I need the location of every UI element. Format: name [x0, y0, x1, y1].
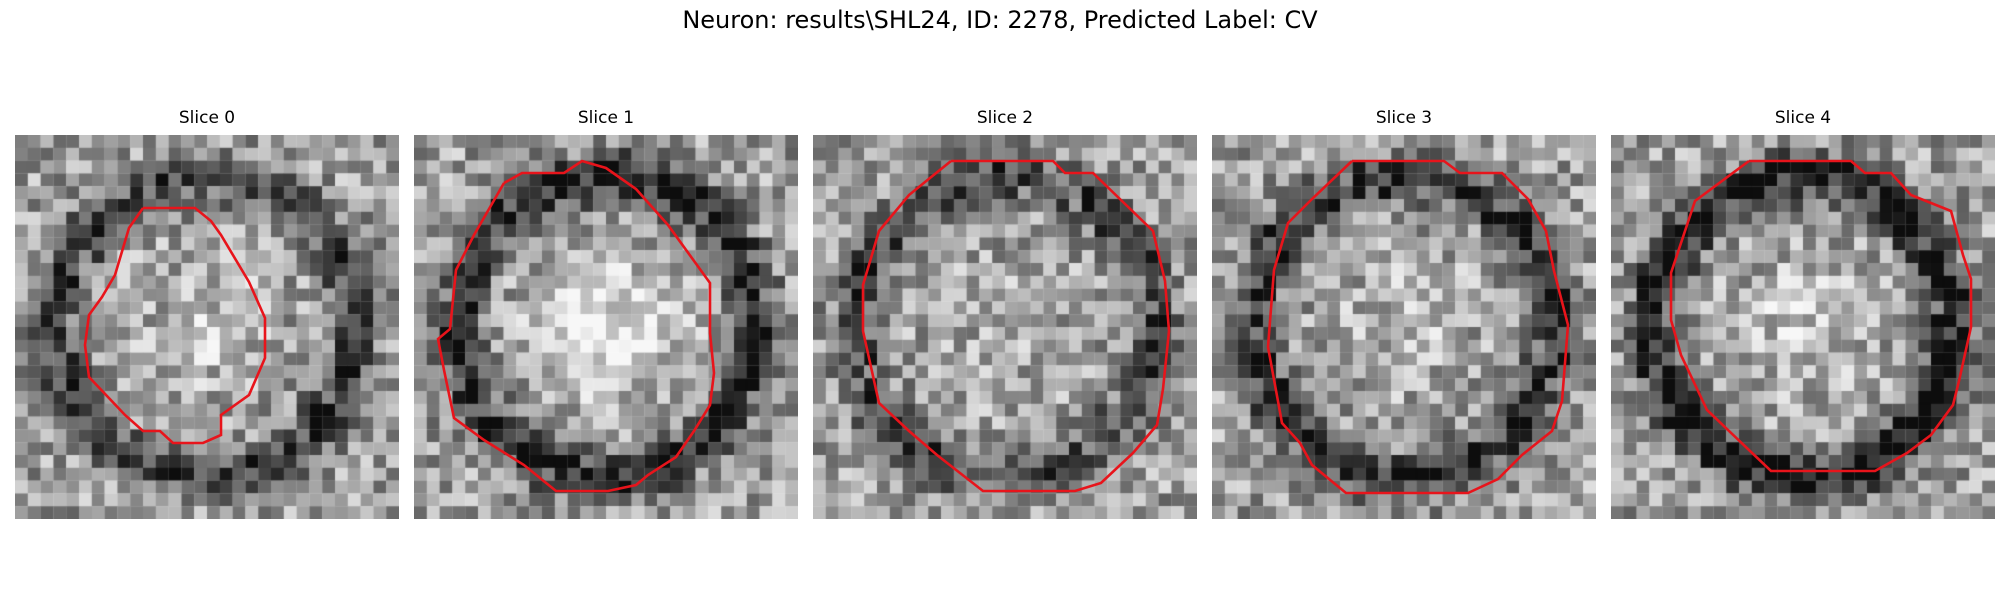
segmentation-outline	[1266, 159, 1570, 495]
outline-path	[1266, 159, 1570, 495]
slice-title: Slice 0	[178, 108, 236, 128]
slice-image	[1212, 135, 1596, 519]
segmentation-outline	[436, 159, 716, 493]
slice-title: Slice 3	[1375, 108, 1433, 128]
slice-image	[1611, 135, 1995, 519]
slice-title: Slice 1	[577, 108, 635, 128]
segmentation-outline	[1669, 159, 1973, 473]
slice-image	[813, 135, 1197, 519]
outline-path	[861, 159, 1171, 493]
outline-path	[436, 159, 716, 493]
slice-image	[15, 135, 399, 519]
segmentation-outline	[83, 206, 267, 445]
slice-image	[414, 135, 798, 519]
outline-path	[1669, 159, 1973, 473]
slice-title: Slice 2	[976, 108, 1034, 128]
outline-path	[83, 206, 267, 445]
figure-title: Neuron: results\SHL24, ID: 2278, Predict…	[682, 6, 1318, 34]
slice-title: Slice 4	[1774, 108, 1832, 128]
segmentation-outline	[861, 159, 1171, 493]
